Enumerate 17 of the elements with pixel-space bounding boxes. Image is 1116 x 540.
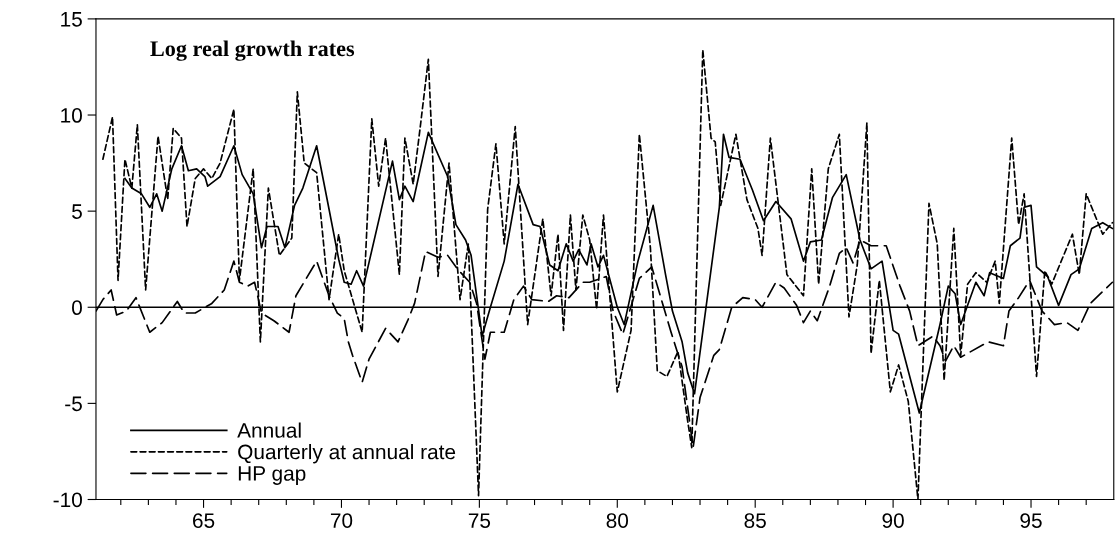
- x-tick-label: 75: [468, 513, 491, 528]
- x-tick-label: 85: [744, 513, 766, 528]
- y-tick-label: -10: [53, 492, 82, 508]
- y-tick-label: 10: [61, 108, 82, 123]
- x-tick-label: 65: [193, 513, 215, 528]
- legend-label: Quarterly at annual rate: [238, 443, 456, 464]
- y-tick-label: -5: [65, 396, 82, 412]
- text: Log real growth rates: [150, 40, 355, 61]
- legend-label: HP gap: [238, 466, 306, 485]
- x-tick-label: 70: [330, 513, 353, 528]
- x-tick-label: 95: [1020, 513, 1042, 528]
- y-tick-label: 15: [61, 12, 82, 27]
- x-tick-label: 90: [882, 513, 904, 528]
- x-tick-label: 80: [606, 513, 629, 528]
- y-tick-label: 5: [72, 204, 82, 219]
- legend-label: Annual: [237, 422, 301, 438]
- y-tick-label: 0: [72, 300, 82, 316]
